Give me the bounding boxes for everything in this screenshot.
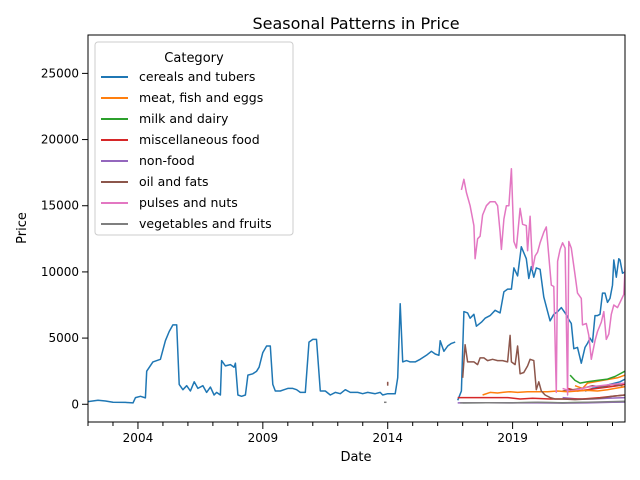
legend-label: cereals and tubers [139,69,255,84]
y-tick-label: 5000 [48,331,79,345]
legend-item-non-food: non-food [101,153,195,168]
legend-label: meat, fish and eggs [139,90,263,105]
legend: Category cereals and tubers meat, fish an… [94,41,294,236]
legend-item-pulses-and-nuts: pulses and nuts [101,195,238,210]
legend-item-miscellaneous-food: miscellaneous food [101,132,260,147]
x-axis: 2004 2009 2014 2019 [87,422,614,445]
series-line-meat-fish-and-eggs-0 [482,385,625,396]
chart-title: Seasonal Patterns in Price [252,14,459,33]
legend-item-milk-and-dairy: milk and dairy [101,111,229,126]
legend-items: cereals and tubers meat, fish and eggs mil… [101,69,272,231]
legend-label: oil and fats [139,174,209,189]
series-line-oil-and-fats-1 [461,334,625,401]
legend-label: non-food [139,153,195,168]
legend-item-vegetables-and-fruits: vegetables and fruits [101,216,272,231]
series-line-pulses-and-nuts-0 [460,167,625,396]
x-axis-label: Date [340,450,371,465]
x-tick-label: 2019 [497,431,528,445]
y-axis-label: Price [15,212,30,244]
legend-label: miscellaneous food [139,132,260,147]
y-tick-label: 20000 [41,133,79,147]
legend-label: pulses and nuts [139,195,238,210]
x-tick-label: 2004 [123,431,154,445]
y-tick-label: 10000 [41,265,79,279]
series-layer [88,167,625,404]
y-tick-label: 0 [71,397,79,411]
legend-title: Category [164,51,224,66]
plot-area [87,34,626,423]
legend-label: vegetables and fruits [139,216,272,231]
series-line-cereals-and-tubers-0 [88,302,456,404]
legend-frame [94,41,294,236]
y-tick-label: 25000 [41,66,79,80]
x-tick-label: 2014 [372,431,403,445]
series-line-milk-and-dairy-tail [569,370,625,384]
series-line-vegetables-and-fruits-1 [460,400,625,404]
y-axis: 0 5000 10000 15000 20000 25000 [41,66,88,411]
plot-frame [87,34,626,423]
legend-item-cereals-and-tubers: cereals and tubers [101,69,255,84]
legend-item-oil-and-fats: oil and fats [101,174,209,189]
legend-label: milk and dairy [139,111,229,126]
x-tick-label: 2009 [248,431,279,445]
legend-item-meat-fish-and-eggs: meat, fish and eggs [101,90,263,105]
y-tick-label: 15000 [41,199,79,213]
